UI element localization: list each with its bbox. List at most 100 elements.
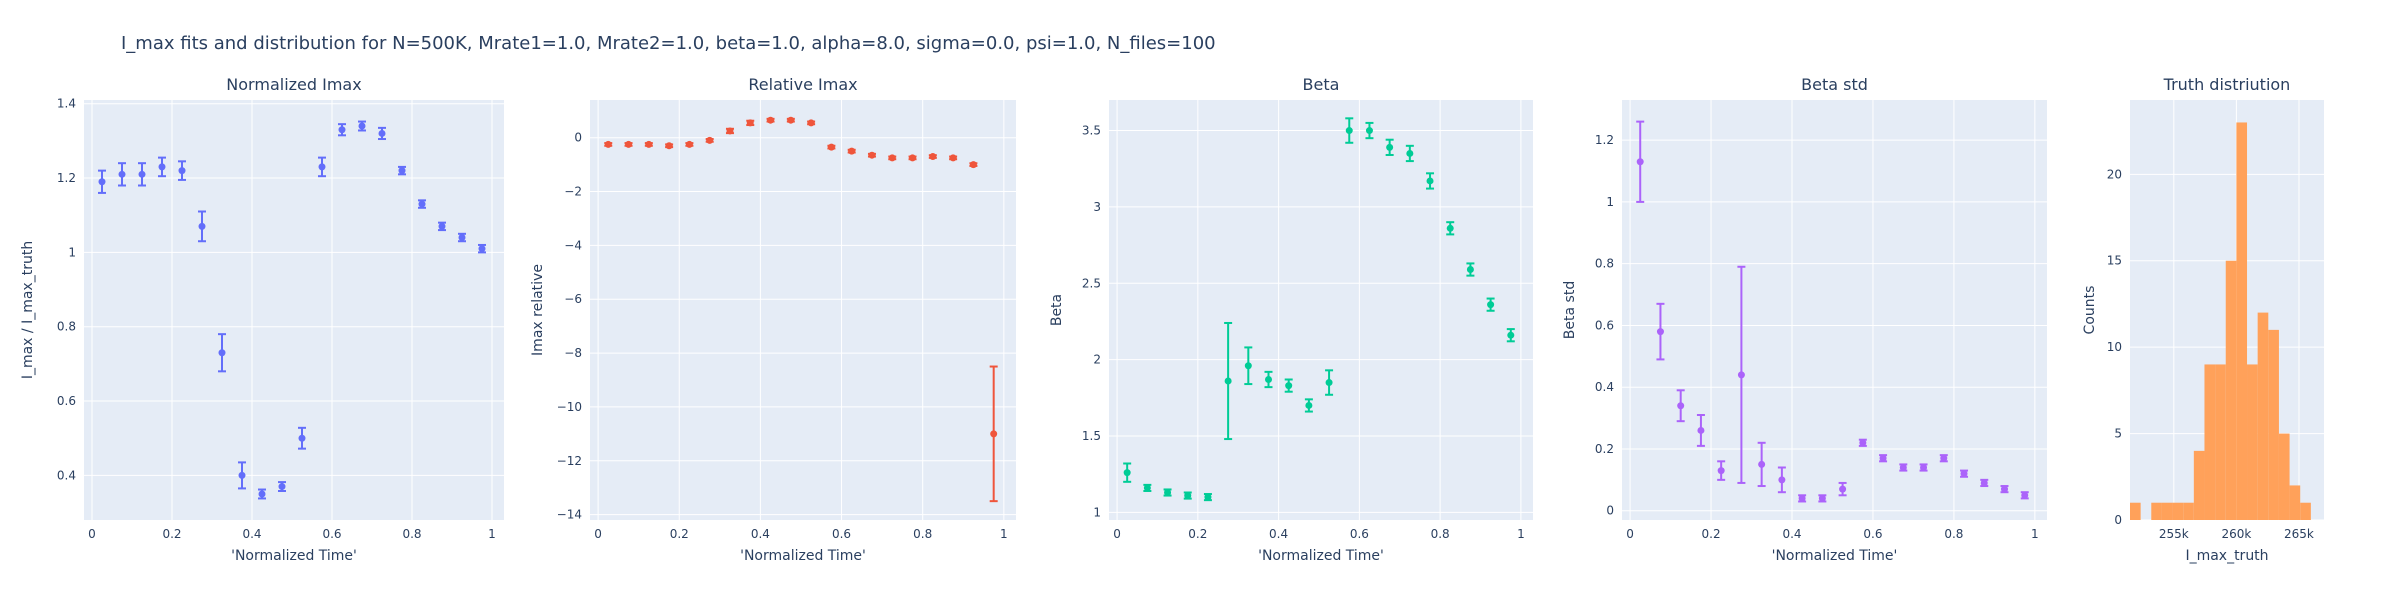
data-point [1980,479,1988,487]
data-point [1737,371,1745,379]
y-tick-label: 0 [1606,504,1614,518]
y-tick-label: 2.5 [1082,276,1101,290]
y-tick-label: −10 [557,400,582,414]
histogram-bar [2204,364,2216,520]
data-point [318,163,326,171]
histogram-bar [2161,502,2173,520]
y-axis-title: Beta [1049,294,1065,326]
data-point [1677,402,1685,410]
y-tick-label: −12 [557,454,582,468]
data-point [969,161,977,169]
x-axis-title: I_max_truth [2185,548,2268,564]
data-point [949,154,957,162]
x-tick-label: 0.2 [162,527,181,541]
subplot-title: Beta std [1801,75,1868,94]
data-point [645,140,653,148]
data-point [158,163,166,171]
data-point [1224,377,1232,385]
y-tick-label: −6 [564,292,582,306]
y-tick-label: 0 [2114,513,2122,527]
data-point [278,483,286,491]
data-point [218,349,226,357]
subplot-5: 255k 260k 265k 0 5 10 15 20 Truth distriution I_m… [2082,75,2324,564]
plot-area [1109,100,1533,520]
data-point [378,129,386,137]
x-tick-label: 0 [1113,527,1121,541]
x-tick-label: 260k [2221,527,2251,541]
histogram-bar [2215,364,2226,520]
data-point [258,490,266,498]
histogram-bar [2289,485,2301,520]
data-point [358,122,366,130]
histogram-bar [2247,364,2258,520]
subplot-1: 0 0.2 0.4 0.6 0.8 1 0.4 0.6 0.8 1 1.2 1.4 Normalized… [20,75,504,564]
data-point [1365,127,1373,135]
data-point [1839,485,1847,493]
x-tick-label: 0.2 [670,527,689,541]
x-tick-label: 0.6 [832,527,851,541]
y-tick-label: −8 [564,346,582,360]
data-point [1717,467,1725,475]
data-point [1265,375,1273,383]
subplot-title: Truth distriution [2163,75,2291,94]
data-point [2021,491,2029,499]
data-point [827,143,835,151]
x-tick-label: 1 [1517,527,1525,541]
y-axis-title: Imax relative [530,264,546,356]
y-tick-label: 1.2 [1595,133,1614,147]
data-point [1164,489,1172,497]
plot-area [590,100,1016,520]
y-axis-title: Counts [2082,286,2098,335]
data-point [1285,382,1293,390]
data-point [2001,485,2008,493]
y-tick-label: 1.4 [57,97,76,111]
x-tick-label: 0.6 [1350,527,1369,541]
y-tick-label: −2 [564,185,582,199]
y-tick-label: 3 [1093,200,1101,214]
x-tick-label: 0 [88,527,96,541]
x-tick-label: 0 [594,527,602,541]
x-tick-label: 1 [488,527,496,541]
data-point [1697,426,1705,434]
histogram-bar [2268,329,2279,520]
data-point [298,434,306,442]
data-point [706,136,714,144]
data-point [1636,158,1644,166]
subplot-4: 0 0.2 0.4 0.6 0.8 1 0 0.2 0.4 0.6 0.8 1 1.2 Beta std '… [1562,75,2047,564]
y-tick-label: 1 [68,245,76,259]
data-point [1960,470,1968,478]
data-point [1778,476,1786,484]
y-tick-label: 15 [2107,254,2122,268]
x-tick-label: 0.2 [1702,527,1721,541]
data-point [685,140,693,148]
data-point [1940,454,1948,462]
data-point [807,119,815,127]
subplot-title: Beta [1303,75,1340,94]
data-point [1656,328,1664,336]
x-axis-title: 'Normalized Time' [1258,548,1384,564]
x-tick-label: 0.8 [402,527,421,541]
data-point [1386,143,1394,151]
y-tick-label: 3.5 [1082,124,1101,138]
data-point [1507,331,1515,339]
data-point [178,167,186,175]
y-tick-label: 0 [574,131,582,145]
y-tick-label: 0.8 [57,320,76,334]
data-point [625,140,633,148]
x-tick-label: 0.2 [1188,527,1207,541]
y-tick-label: 10 [2107,340,2122,354]
x-tick-label: 1 [2031,527,2039,541]
x-tick-label: 265k [2284,527,2314,541]
data-point [198,222,206,230]
histogram-bar [2300,502,2311,520]
y-tick-label: −14 [557,508,582,522]
x-tick-label: 0.8 [1431,527,1450,541]
data-point [888,154,896,162]
subplot-3: 0 0.2 0.4 0.6 0.8 1 1 1.5 2 2.5 3 3.5 Beta 'Normalize… [1049,75,1533,564]
x-tick-label: 0.8 [913,527,932,541]
histogram-bar [2183,502,2194,520]
y-tick-label: 1.5 [1082,429,1101,443]
data-point [138,170,146,178]
data-point [929,153,937,161]
